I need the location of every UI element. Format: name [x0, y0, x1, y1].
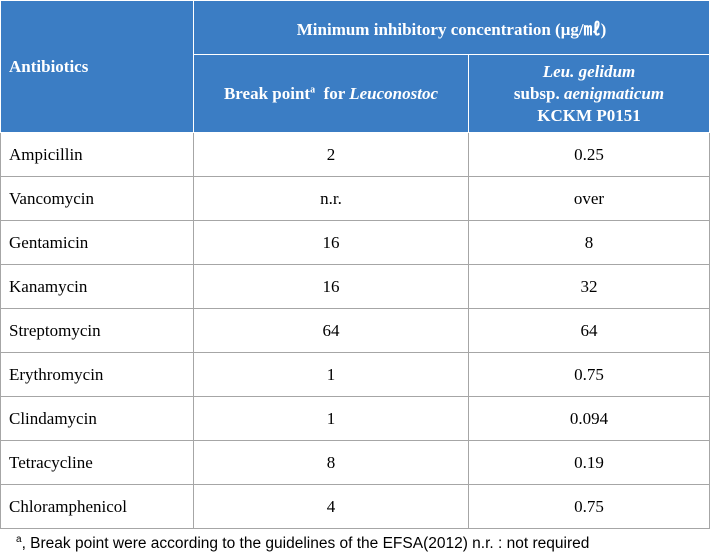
table-cell: Kanamycin [0, 264, 194, 309]
header-text: subsp. [513, 83, 560, 103]
header-cell: Minimum inhibitory concentration (μg/㎖) [193, 0, 710, 55]
table-row: Clindamycin 1 0.094 [0, 396, 710, 441]
header-text: Antibiotics [9, 56, 89, 76]
table-cell: 0.75 [468, 352, 710, 397]
mic-table: Antibiotics Minimum inhibitory concentra… [0, 0, 710, 529]
table-cell: Clindamycin [0, 396, 194, 441]
table-cell: 0.75 [468, 484, 710, 529]
header-text: aenigmaticum [563, 83, 665, 103]
table-cell: Gentamicin [0, 220, 194, 265]
table-cell: 1 [193, 352, 469, 397]
header-cell: Antibiotics [0, 0, 194, 133]
header-text: Break point [223, 83, 311, 103]
table-cell: Streptomycin [0, 308, 194, 353]
header-text: for [323, 83, 345, 103]
table-cell: 16 [193, 264, 469, 309]
table-body: Ampicillin 2 0.25 Vancomycin n.r. over Gentami… [0, 132, 710, 529]
table-cell: 0.094 [468, 396, 710, 441]
table-cell: Tetracycline [0, 440, 194, 485]
table-row: Kanamycin 16 32 [0, 264, 710, 309]
table-cell: 8 [193, 440, 469, 485]
table-cell: Chloramphenicol [0, 484, 194, 529]
table-row: Streptomycin 64 64 [0, 308, 710, 353]
table-cell: 2 [193, 132, 469, 177]
table-row: Tetracycline 8 0.19 [0, 440, 710, 485]
table-row: Ampicillin 2 0.25 [0, 132, 710, 177]
table-cell: 0.19 [468, 440, 710, 485]
header-cell: Break pointa for Leuconostoc [193, 54, 469, 133]
table-cell: 16 [193, 220, 469, 265]
header-text: KCKM P0151 [537, 105, 641, 125]
table-row: Erythromycin 1 0.75 [0, 352, 710, 397]
table-cell: 32 [468, 264, 710, 309]
table-cell: Erythromycin [0, 352, 194, 397]
table-row: Gentamicin 16 8 [0, 220, 710, 265]
header-text: Leuconostoc [349, 83, 439, 103]
header-text: Minimum inhibitory concentration (μg/㎖) [296, 20, 607, 39]
table-cell: Vancomycin [0, 176, 194, 221]
header-text: Leu. gelidum [542, 61, 636, 81]
table-cell: 64 [193, 308, 469, 353]
footnote: a, Break point were according to the gui… [16, 534, 589, 553]
table-cell: 8 [468, 220, 710, 265]
table-row: Vancomycin n.r. over [0, 176, 710, 221]
footnote-text: , Break point were according to the guid… [21, 535, 590, 553]
table-cell: n.r. [193, 176, 469, 221]
table-cell: Ampicillin [0, 132, 194, 177]
table-cell: 1 [193, 396, 469, 441]
table-row: Chloramphenicol 4 0.75 [0, 484, 710, 529]
table-cell: over [468, 176, 710, 221]
superscript: a [310, 83, 316, 95]
table-cell: 64 [468, 308, 710, 353]
footnote-mark: a [16, 534, 22, 545]
header-cell: Leu. gelidum subsp. aenigmaticum KCKM P015… [468, 54, 710, 133]
table-cell: 4 [193, 484, 469, 529]
table-cell: 0.25 [468, 132, 710, 177]
